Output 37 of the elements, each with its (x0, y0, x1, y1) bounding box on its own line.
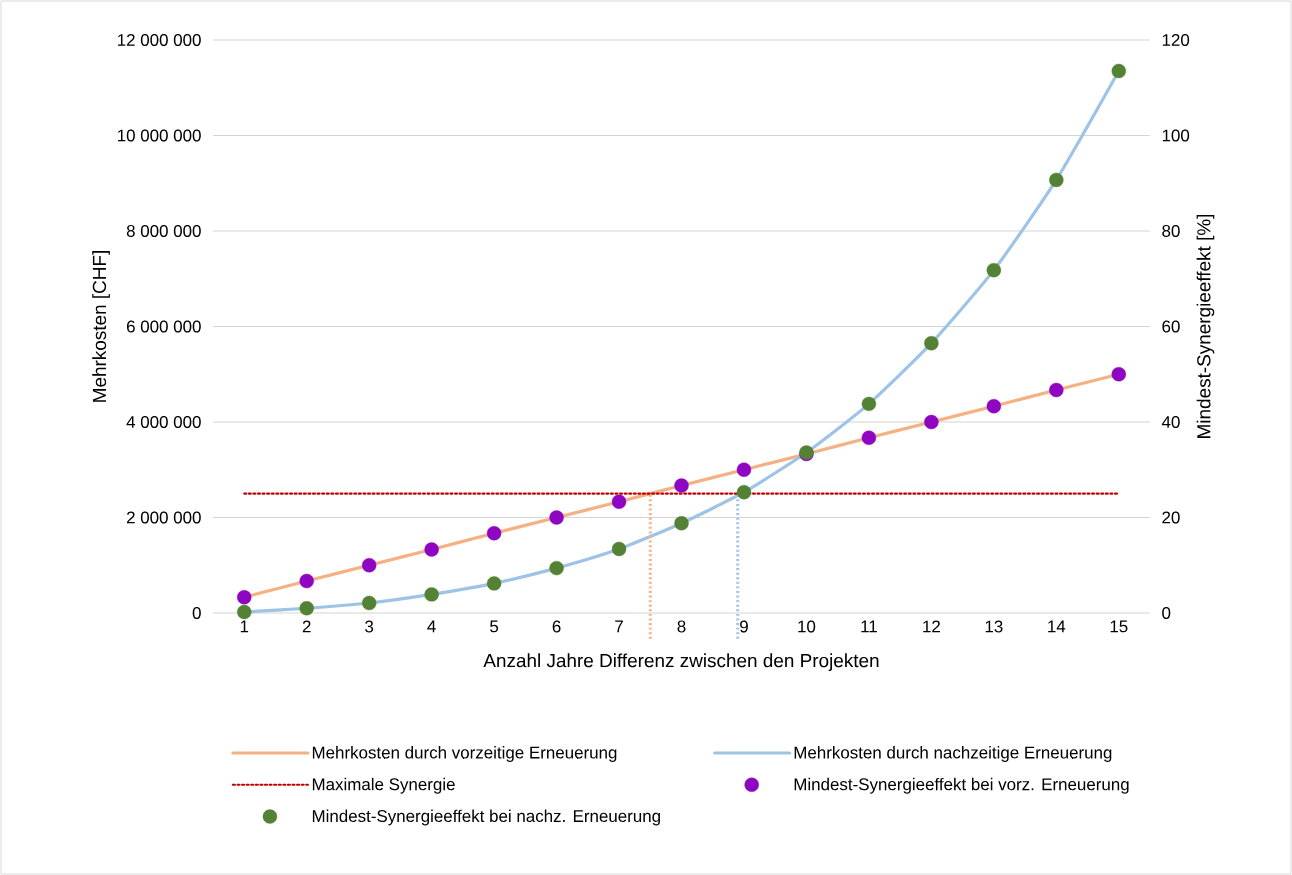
x-tick-label: 8 (677, 620, 686, 633)
y2-tick-label: 60 (1162, 320, 1180, 333)
x-tick-label: 12 (923, 620, 940, 633)
y-tick-label: 2 000 000 (126, 511, 201, 524)
x-tick-label: 11 (861, 620, 877, 633)
y2-tick-label: 100 (1162, 129, 1190, 142)
y-axis-title: Mehrkosten [CHF] (92, 251, 110, 402)
y-tick-label: 10 000 000 (118, 129, 201, 142)
x-tick-label: 15 (1110, 620, 1128, 633)
legend-label: Mindest-Synergieeffekt bei nachz. Erneuerung (312, 809, 660, 826)
legend-label: Mehrkosten durch nachzeitige Erneuerung (794, 746, 1112, 762)
y2-tick-label: 0 (1162, 607, 1171, 619)
y2-tick-label: 80 (1162, 225, 1180, 237)
x-tick-label: 13 (985, 620, 1003, 633)
legend-label: Mindest-Synergieeffekt bei vorz. Erneuerung (794, 777, 1129, 794)
x-tick-label: 2 (302, 620, 311, 633)
y2-tick-label: 20 (1162, 511, 1180, 524)
x-tick-label: 9 (740, 620, 748, 633)
y-tick-label: 8 000 000 (126, 224, 201, 237)
y-tick-label: 6 000 000 (126, 320, 201, 333)
x-tick-label: 4 (427, 620, 436, 633)
x-tick-label: 6 (552, 620, 561, 633)
legend-label: Mehrkosten durch vorzeitige Erneuerung (312, 746, 617, 762)
x-tick-label: 10 (798, 620, 816, 633)
x-tick-label: 7 (615, 620, 623, 633)
legend-label: Maximale Synergie (312, 777, 455, 794)
x-tick-label: 3 (365, 620, 374, 633)
y2-tick-label: 40 (1161, 416, 1180, 428)
y2-axis-title: Mindest-Synergieeffekt [%] (1196, 214, 1215, 438)
y-tick-label: 0 (192, 607, 201, 619)
x-tick-label: 14 (1048, 620, 1066, 633)
y-tick-label: 12 000 000 (118, 33, 201, 46)
x-axis-title: Anzahl Jahre Differenz zwischen den Projekten (483, 653, 879, 671)
y-tick-label: 4 000 000 (126, 416, 201, 428)
y2-tick-label: 120 (1162, 34, 1190, 46)
x-tick-label: 5 (490, 620, 499, 633)
x-tick-label: 1 (240, 620, 249, 633)
